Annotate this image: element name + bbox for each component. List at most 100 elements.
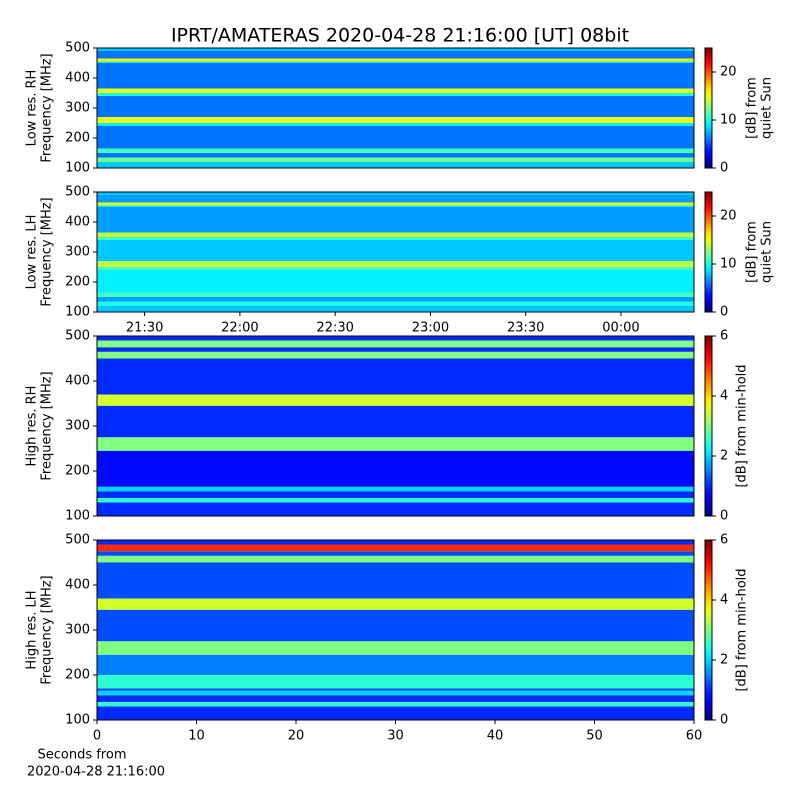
heatmap-band xyxy=(97,437,694,451)
colorbar-tick-label: 0 xyxy=(720,713,728,728)
heatmap-band xyxy=(97,551,694,556)
y-tick-label: 500 xyxy=(65,533,90,548)
heatmap-band xyxy=(97,544,694,552)
y-axis-label: High res. LH xyxy=(25,590,40,669)
heatmap-band xyxy=(97,123,694,126)
colorbar xyxy=(704,335,713,517)
colorbar-tick-label: 10 xyxy=(720,113,737,128)
colorbar-label: [dB] from min-hold xyxy=(735,568,750,691)
heatmap-band xyxy=(97,491,694,498)
heatmap-band xyxy=(97,157,694,162)
heatmap-band xyxy=(97,297,694,302)
heatmap-band xyxy=(97,598,694,610)
heatmap-band xyxy=(97,48,694,51)
y-tick-label: 300 xyxy=(65,101,90,116)
heatmap-band xyxy=(97,292,694,297)
heatmap-band xyxy=(97,153,694,158)
heatmap-band xyxy=(97,358,694,395)
heatmap-band xyxy=(97,195,694,203)
x-tick-label: 40 xyxy=(487,729,504,744)
colorbar-tick-label: 0 xyxy=(720,305,728,320)
heatmap-band xyxy=(97,58,694,62)
x-tick-label: 22:00 xyxy=(221,321,258,336)
heatmap-band xyxy=(97,347,694,352)
colorbar-tick-label: 6 xyxy=(720,533,728,548)
y-axis-label: Low res. LH xyxy=(25,215,40,290)
colorbar-tick-label: 2 xyxy=(720,449,728,464)
heatmap-band xyxy=(97,498,694,503)
y-tick-label: 200 xyxy=(65,464,90,479)
heatmap-band xyxy=(97,609,694,642)
heatmap-band xyxy=(97,340,694,348)
y-tick-label: 400 xyxy=(65,578,90,593)
y-tick-label: 300 xyxy=(65,623,90,638)
heatmap-band xyxy=(97,555,694,563)
heatmap-band xyxy=(97,237,694,240)
y-tick-label: 100 xyxy=(65,713,90,728)
heatmap-band xyxy=(97,261,694,267)
y-tick-label: 300 xyxy=(65,245,90,260)
y-tick-label: 400 xyxy=(65,71,90,86)
y-tick-label: 500 xyxy=(65,185,90,200)
heatmap-band xyxy=(97,148,694,153)
x-tick-label: 00:00 xyxy=(602,321,639,336)
heatmap-band xyxy=(97,675,694,689)
colorbar xyxy=(704,47,713,169)
y-tick-label: 100 xyxy=(65,161,90,176)
y-tick-label: 200 xyxy=(65,668,90,683)
heatmap-band xyxy=(97,702,694,707)
colorbar-tick-label: 4 xyxy=(720,389,728,404)
heatmap-band xyxy=(97,654,694,675)
colorbar-label: quiet Sun xyxy=(760,77,775,139)
heatmap-band xyxy=(97,162,694,168)
heatmap-band xyxy=(97,240,694,261)
x-axis-label: 2020-04-28 21:16:00 xyxy=(27,765,165,780)
heatmap-band xyxy=(97,207,694,233)
x-tick-label: 30 xyxy=(387,729,404,744)
heatmap-band xyxy=(97,336,694,341)
chart-title: IPRT/AMATERAS 2020-04-28 21:16:00 [UT] 0… xyxy=(171,25,629,47)
y-tick-label: 400 xyxy=(65,374,90,389)
heatmap-band xyxy=(97,688,694,691)
x-axis-label: Seconds from xyxy=(37,748,126,763)
x-tick-label: 0 xyxy=(93,729,101,744)
x-tick-label: 50 xyxy=(586,729,603,744)
colorbar-label: [dB] from min-hold xyxy=(735,364,750,487)
y-axis-label: Frequency [MHz] xyxy=(40,197,55,306)
colorbar-tick-label: 2 xyxy=(720,653,728,668)
heatmap-band xyxy=(97,351,694,359)
y-tick-label: 200 xyxy=(65,275,90,290)
colorbar-tick-label: 10 xyxy=(720,257,737,272)
y-tick-label: 200 xyxy=(65,131,90,146)
heatmap-band xyxy=(97,690,694,696)
y-axis-label: Frequency [MHz] xyxy=(40,371,55,480)
x-tick-label: 20 xyxy=(288,729,305,744)
colorbar-label: [dB] from xyxy=(745,77,760,139)
x-tick-label: 22:30 xyxy=(316,321,353,336)
x-tick-label: 10 xyxy=(188,729,205,744)
heatmap-band xyxy=(97,641,694,655)
y-tick-label: 500 xyxy=(65,329,90,344)
heatmap-band xyxy=(97,93,694,96)
y-tick-label: 400 xyxy=(65,215,90,230)
heatmap-band xyxy=(97,205,694,207)
y-tick-label: 500 xyxy=(65,41,90,56)
heatmap-band xyxy=(97,61,694,63)
y-tick-label: 100 xyxy=(65,509,90,524)
x-tick-label: 23:30 xyxy=(507,321,544,336)
y-axis-label: Frequency [MHz] xyxy=(40,575,55,684)
heatmap-band xyxy=(97,63,694,89)
y-axis-label: High res. RH xyxy=(25,386,40,467)
x-tick-label: 60 xyxy=(686,729,703,744)
heatmap-band xyxy=(97,126,694,149)
colorbar xyxy=(704,539,713,721)
heatmap-band xyxy=(97,405,694,438)
x-tick-label: 21:30 xyxy=(126,321,163,336)
colorbar-tick-label: 20 xyxy=(720,65,737,80)
heatmap-band xyxy=(97,486,694,492)
heatmap-band xyxy=(97,270,694,293)
y-axis-label: Low res. RH xyxy=(25,70,40,147)
heatmap-band xyxy=(97,51,694,59)
heatmap-band xyxy=(97,192,694,195)
heatmap-band xyxy=(97,267,694,270)
